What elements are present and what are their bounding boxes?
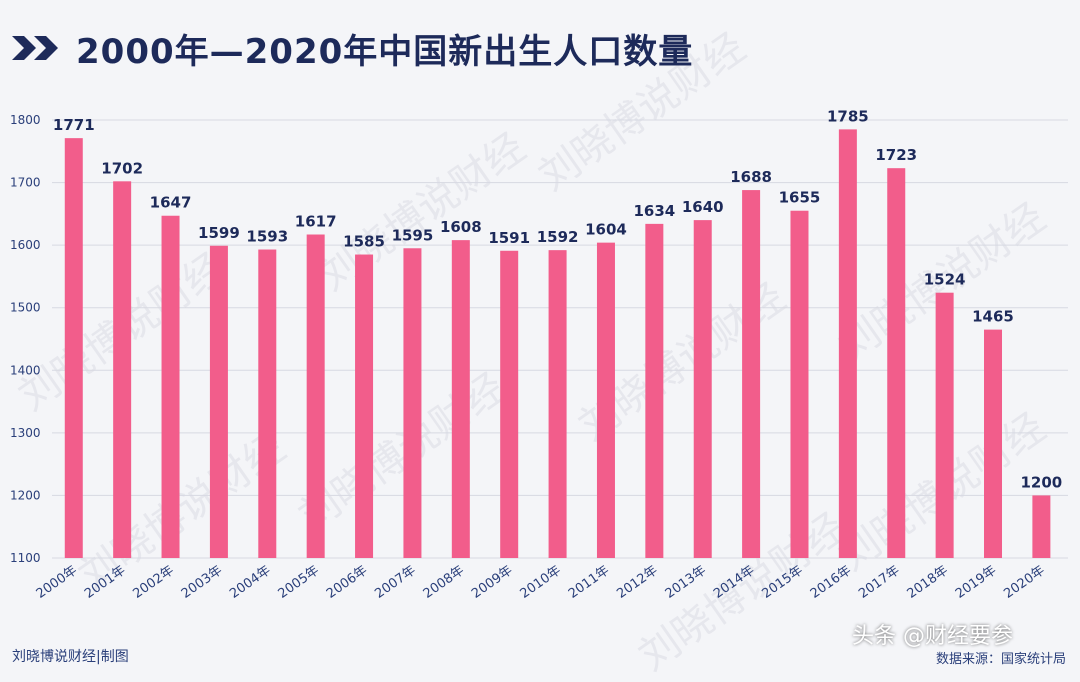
x-tick-label: 2012年 — [614, 563, 660, 602]
data-label: 1647 — [150, 194, 192, 212]
bar — [64, 138, 83, 558]
x-tick-label: 2016年 — [808, 563, 854, 602]
bar — [838, 129, 857, 558]
y-tick-label: 1400 — [10, 363, 41, 377]
bar — [306, 234, 325, 558]
double-chevron-icon — [10, 33, 62, 63]
bar — [258, 249, 277, 558]
data-label: 1640 — [682, 198, 724, 216]
data-label: 1688 — [730, 168, 772, 186]
x-tick-label: 2013年 — [663, 563, 709, 602]
x-tick-label: 2014年 — [711, 563, 757, 602]
x-tick-label: 2003年 — [179, 563, 225, 602]
bar — [887, 168, 906, 558]
data-label: 1585 — [343, 233, 385, 251]
x-tick-label: 2019年 — [953, 563, 999, 602]
bar — [161, 215, 180, 558]
data-label: 1702 — [101, 159, 143, 177]
x-tick-label: 2017年 — [856, 563, 902, 602]
y-tick-label: 1600 — [10, 238, 41, 252]
y-tick-label: 1800 — [10, 113, 41, 127]
x-tick-label: 2009年 — [469, 563, 515, 602]
bar — [113, 181, 132, 558]
bar — [596, 242, 615, 558]
data-label: 1723 — [875, 146, 917, 164]
data-label: 1592 — [537, 228, 579, 246]
data-label: 1604 — [585, 221, 627, 239]
page-title: 2000年—2020年中国新出生人口数量 — [76, 31, 694, 72]
y-tick-label: 1200 — [10, 488, 41, 502]
x-tick-label: 2001年 — [82, 563, 128, 602]
bar — [1032, 495, 1051, 558]
bar — [742, 190, 761, 558]
data-label: 1608 — [440, 218, 482, 236]
bar — [403, 248, 422, 558]
data-label: 1593 — [246, 228, 288, 246]
y-tick-label: 1700 — [10, 176, 41, 190]
y-tick-label: 1100 — [10, 551, 41, 565]
source-text: 数据来源：国家统计局 — [935, 652, 1066, 667]
bar — [209, 245, 228, 559]
bar — [790, 210, 809, 558]
data-label: 1771 — [53, 116, 95, 134]
x-tick-label: 2000年 — [34, 563, 80, 602]
y-tick-label: 1300 — [10, 426, 41, 440]
data-label: 1200 — [1021, 473, 1063, 491]
data-label: 1599 — [198, 224, 240, 242]
bar — [548, 250, 567, 559]
x-tick-label: 2011年 — [566, 563, 612, 602]
data-label: 1591 — [488, 229, 530, 247]
x-tick-label: 2020年 — [1001, 563, 1047, 602]
bar — [693, 220, 712, 558]
x-tick-label: 2006年 — [324, 563, 370, 602]
data-label: 1524 — [924, 271, 966, 289]
data-label: 1655 — [779, 189, 821, 207]
bar — [645, 223, 664, 558]
x-tick-label: 2015年 — [759, 563, 805, 602]
bar — [451, 240, 470, 558]
x-tick-label: 2005年 — [276, 563, 322, 602]
x-tick-label: 2007年 — [372, 563, 418, 602]
data-label: 1617 — [295, 213, 337, 231]
bar — [935, 292, 954, 558]
bar — [984, 329, 1003, 558]
bar — [500, 250, 519, 558]
credit-text: 刘晓博说财经|制图 — [12, 649, 129, 665]
x-tick-label: 2002年 — [130, 563, 176, 602]
data-label: 1634 — [633, 202, 675, 220]
watermark-badge: 头条 @财经要参 — [852, 624, 1013, 649]
x-tick-label: 2008年 — [421, 563, 467, 602]
x-tick-label: 2010年 — [518, 563, 564, 602]
bar — [355, 254, 374, 558]
x-tick-label: 2018年 — [905, 563, 951, 602]
y-tick-label: 1500 — [10, 301, 41, 315]
data-label: 1785 — [827, 107, 869, 125]
data-label: 1595 — [392, 226, 434, 244]
title-bar: 2000年—2020年中国新出生人口数量 — [10, 18, 693, 78]
x-tick-label: 2004年 — [227, 563, 273, 602]
data-label: 1465 — [972, 308, 1014, 326]
